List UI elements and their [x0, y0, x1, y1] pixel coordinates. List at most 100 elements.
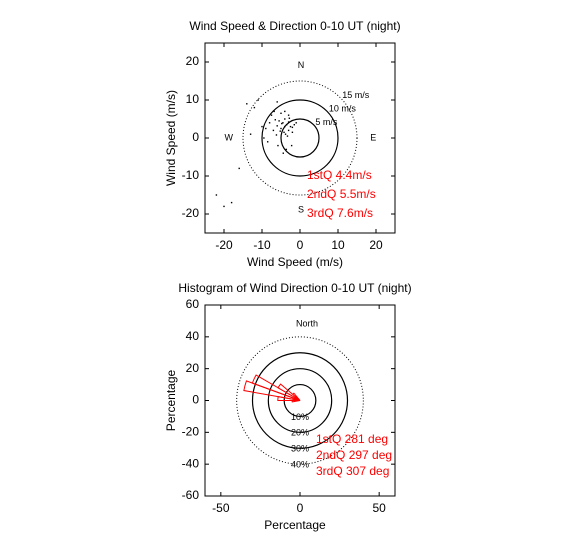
scatter-point — [284, 133, 287, 135]
scatter-point — [286, 135, 289, 137]
scatter-point — [249, 133, 252, 135]
rose-wedge — [292, 392, 301, 401]
scatter-point — [280, 112, 282, 114]
circle-label: 5 m/s — [315, 117, 338, 127]
compass-label: North — [296, 318, 318, 328]
scatter-point — [287, 114, 290, 116]
scatter-point — [290, 144, 293, 147]
range-circle — [267, 368, 333, 433]
y-axis-label: Percentage — [164, 369, 178, 431]
chart-title: Wind Speed & Direction 0-10 UT (night) — [189, 19, 400, 33]
x-tick-label: 20 — [369, 238, 383, 252]
range-circle — [251, 352, 349, 449]
scatter-point — [261, 125, 263, 128]
rose-wedge — [251, 374, 301, 401]
range-circle — [236, 336, 364, 465]
scatter-point — [276, 101, 278, 103]
y-tick-label: -60 — [182, 488, 200, 502]
scatter-point — [287, 121, 290, 123]
y-tick-label: -20 — [182, 206, 200, 220]
scatter-point — [270, 114, 273, 116]
circle-label: 40% — [291, 460, 309, 470]
y-tick-label: -20 — [182, 425, 200, 439]
x-tick-label: 50 — [372, 501, 386, 515]
scatter-point — [246, 103, 248, 105]
x-tick-label: -50 — [212, 501, 230, 515]
annotation: 1stQ 281 deg — [316, 432, 388, 446]
scatter-point — [238, 167, 240, 170]
range-circle — [242, 80, 358, 196]
circle-label: 10% — [291, 412, 309, 422]
x-tick-label: 0 — [297, 501, 304, 515]
rose-wedge — [277, 383, 301, 401]
scatter-point — [253, 106, 256, 109]
x-axis-label: Percentage — [264, 518, 326, 532]
scatter-point — [267, 141, 269, 143]
scatter-point — [272, 129, 275, 132]
scatter-point — [276, 125, 278, 127]
annotation: 3rdQ 7.6m/s — [307, 206, 373, 220]
scatter-point — [273, 110, 275, 113]
y-axis-label: Wind Speed (m/s) — [164, 90, 178, 186]
annotation: 2ndQ 5.5m/s — [307, 187, 376, 201]
scatter-point — [283, 131, 285, 133]
scatter-point — [287, 129, 290, 132]
annotation: 2ndQ 297 deg — [316, 448, 392, 462]
rose-wedge — [243, 380, 301, 401]
y-tick-label: 20 — [186, 361, 200, 375]
x-axis-label: Wind Speed (m/s) — [247, 255, 343, 269]
scatter-point — [285, 148, 288, 151]
scatter-point — [293, 124, 295, 126]
y-tick-label: -40 — [182, 456, 200, 470]
plot-area — [204, 42, 396, 234]
scatter-point — [284, 125, 286, 128]
scatter-point — [284, 110, 286, 113]
x-tick-label: 10 — [331, 238, 345, 252]
y-tick-label: -10 — [182, 168, 200, 182]
scatter-point — [277, 144, 279, 147]
compass-label: S — [298, 205, 304, 215]
scatter-point — [282, 152, 284, 154]
scatter-point — [274, 119, 276, 121]
y-tick-label: 0 — [192, 130, 199, 144]
x-tick-label: 0 — [297, 238, 304, 252]
y-tick-label: 60 — [186, 297, 200, 311]
range-circle — [280, 118, 320, 158]
annotation: 1stQ 4.4m/s — [307, 168, 372, 182]
scatter-point — [280, 127, 282, 130]
scatter-point — [282, 122, 284, 124]
circle-label: 15 m/s — [342, 90, 370, 100]
scatter-point — [278, 120, 280, 122]
y-tick-label: 20 — [186, 54, 200, 68]
scatter-point — [263, 137, 265, 139]
y-tick-label: 10 — [186, 92, 200, 106]
compass-label: N — [298, 60, 305, 70]
x-tick-label: -20 — [215, 238, 233, 252]
scatter-point — [215, 194, 218, 196]
x-tick-label: -10 — [253, 238, 271, 252]
y-tick-label: 0 — [192, 393, 199, 407]
scatter-point — [268, 122, 271, 124]
scatter-point — [295, 122, 297, 124]
scatter-point — [289, 125, 292, 128]
circle-label: 20% — [291, 428, 309, 438]
scatter-point — [265, 127, 267, 130]
scatter-point — [230, 201, 233, 204]
scatter-point — [286, 124, 288, 126]
annotation: 3rdQ 307 deg — [316, 464, 389, 478]
scatter-point — [257, 99, 259, 101]
scatter-point — [281, 122, 283, 125]
y-tick-label: 40 — [186, 329, 200, 343]
circle-label: 30% — [291, 444, 309, 454]
range-circle — [261, 99, 339, 177]
scatter-point — [275, 134, 278, 136]
scatter-point — [223, 205, 225, 208]
scatter-point — [279, 130, 281, 132]
circle-label: 10 m/s — [329, 104, 357, 114]
compass-label: E — [370, 132, 376, 142]
compass-label: W — [225, 132, 234, 142]
scatter-point — [288, 117, 291, 119]
scatter-point — [291, 126, 294, 129]
scatter-point — [284, 118, 286, 120]
